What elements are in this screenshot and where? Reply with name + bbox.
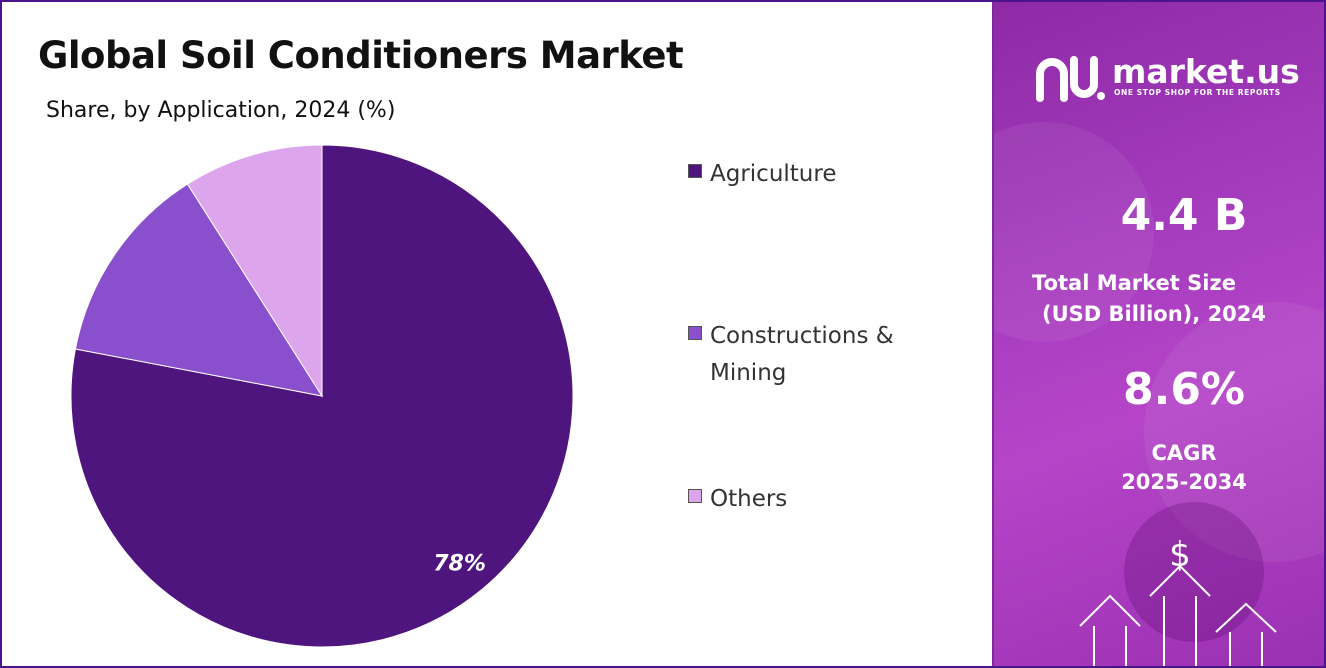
- legend-swatch-agriculture: [688, 164, 702, 178]
- legend-item-agriculture: Agriculture: [688, 156, 948, 193]
- legend-item-others: Others: [688, 481, 948, 518]
- brand-logo: market.us ONE STOP SHOP FOR THE REPORTS: [1034, 52, 1314, 104]
- legend-label-others: Others: [710, 486, 788, 512]
- market-size-value: 4.4 B: [1120, 190, 1248, 241]
- market-size-label-2: (USD Billion), 2024: [1041, 302, 1267, 326]
- background-decoration: [1124, 502, 1264, 642]
- legend-swatch-others: [688, 489, 702, 503]
- cagr-label: CAGR: [1151, 441, 1217, 465]
- pie-chart: 78%: [70, 144, 574, 648]
- page-title: Global Soil Conditioners Market: [38, 34, 684, 77]
- brand-name: market.us: [1112, 52, 1300, 91]
- brand-tagline: ONE STOP SHOP FOR THE REPORTS: [1114, 88, 1281, 97]
- data-label-agriculture: 78%: [433, 551, 486, 576]
- legend-label-agriculture: Agriculture: [710, 161, 837, 187]
- pie-slice-others: [186, 144, 323, 398]
- market-us-logo-icon: [1036, 56, 1105, 102]
- dollar-icon: $: [1169, 535, 1191, 575]
- chart-panel: Global Soil Conditioners Market Share, b…: [2, 2, 990, 666]
- stats-panel: market.us ONE STOP SHOP FOR THE REPORTS …: [992, 2, 1324, 666]
- legend-label-constructions-mining: Constructions & Mining: [710, 323, 894, 386]
- legend-item-constructions-mining: Constructions & Mining: [688, 318, 948, 392]
- cagr-period: 2025-2034: [1121, 470, 1247, 494]
- cagr-value: 8.6%: [1122, 364, 1246, 415]
- legend-swatch-constructions-mining: [688, 326, 702, 340]
- chart-subtitle: Share, by Application, 2024 (%): [46, 98, 396, 123]
- growth-arrows-icon: $: [1079, 535, 1277, 666]
- market-size-label-1: Total Market Size: [1032, 271, 1236, 295]
- pie-slice-constructions-mining: [74, 183, 324, 397]
